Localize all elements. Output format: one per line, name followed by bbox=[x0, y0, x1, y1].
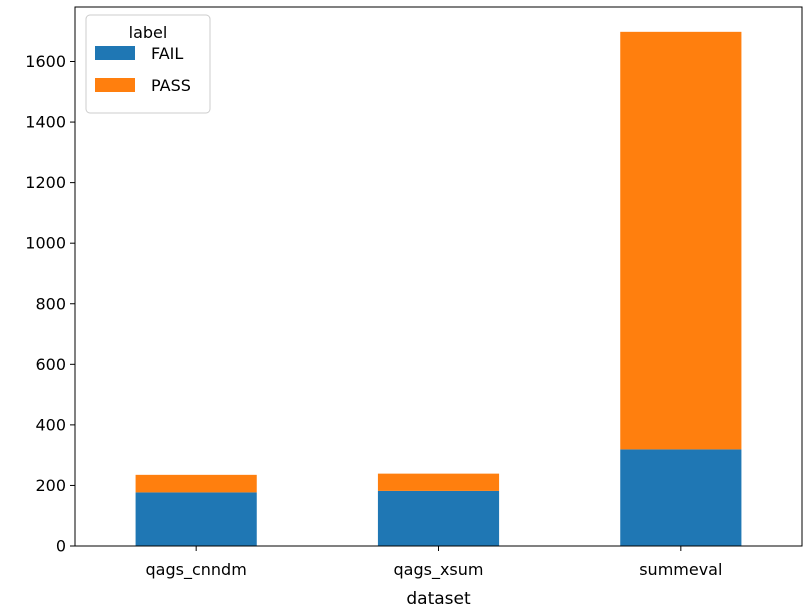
x-axis-label: dataset bbox=[406, 589, 471, 609]
plot-frame bbox=[74, 6, 803, 547]
y-tick-label: 200 bbox=[35, 476, 66, 495]
bar-pass-summeval bbox=[620, 31, 742, 450]
legend-title: label bbox=[129, 23, 168, 42]
legend-items: FAIL PASS bbox=[95, 44, 191, 95]
bar-fail-qags_cnndm bbox=[135, 492, 257, 546]
legend-swatch-pass bbox=[95, 78, 135, 92]
y-tick-label: 600 bbox=[35, 355, 66, 374]
legend-label-fail: FAIL bbox=[151, 44, 183, 63]
x-tick-label: qags_cnndm bbox=[146, 560, 247, 580]
bars-layer bbox=[135, 31, 742, 546]
y-tick-label: 800 bbox=[35, 294, 66, 313]
y-tick-label: 1400 bbox=[25, 113, 66, 132]
legend-swatch-fail bbox=[95, 46, 135, 60]
x-axis: qags_cnndm qags_xsum summeval bbox=[146, 546, 722, 580]
y-tick-label: 1200 bbox=[25, 173, 66, 192]
y-tick-label: 1000 bbox=[25, 234, 66, 253]
y-tick-label: 400 bbox=[35, 415, 66, 434]
y-tick-label: 1600 bbox=[25, 52, 66, 71]
y-tick-label: 0 bbox=[56, 537, 66, 556]
x-tick-label: summeval bbox=[639, 560, 722, 579]
bar-pass-qags_cnndm bbox=[135, 474, 257, 493]
legend-label-pass: PASS bbox=[151, 76, 191, 95]
legend: label FAIL PASS bbox=[85, 14, 211, 114]
bar-fail-qags_xsum bbox=[377, 490, 500, 546]
bar-pass-qags_xsum bbox=[377, 473, 500, 491]
x-tick-label: qags_xsum bbox=[394, 560, 484, 580]
bar-fail-summeval bbox=[620, 449, 742, 546]
y-axis: 0 200 400 600 800 1000 1200 1400 1600 bbox=[25, 52, 75, 556]
